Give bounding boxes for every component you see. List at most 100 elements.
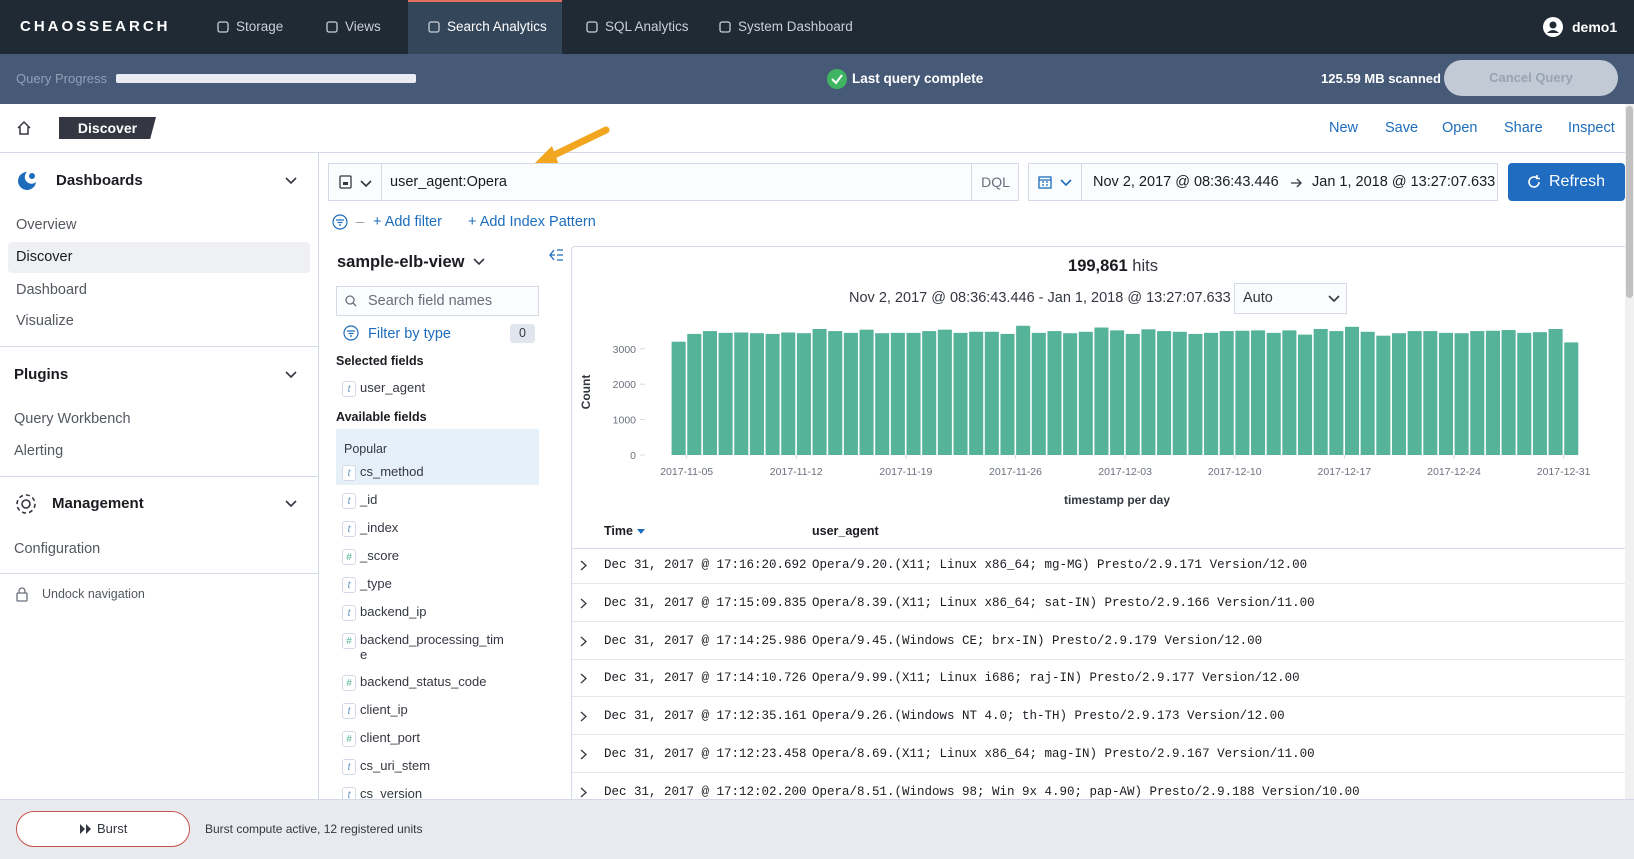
burst-label: Burst — [97, 819, 127, 839]
nav-item[interactable]: System Dashboard — [738, 17, 853, 37]
saved-query-button[interactable] — [328, 163, 382, 201]
field-name[interactable]: cs_method — [360, 464, 510, 479]
language-toggle[interactable]: DQL — [971, 163, 1019, 201]
query-input[interactable]: user_agent:Opera — [390, 172, 507, 192]
bar — [1564, 342, 1578, 455]
nav-icon — [586, 21, 598, 33]
doc-cell[interactable]: Opera/9.26.(Windows NT 4.0; th-TH) Prest… — [812, 706, 1285, 726]
nav-link[interactable]: Dashboard — [16, 280, 87, 300]
nav-item[interactable]: Views — [345, 17, 381, 37]
field-name[interactable]: backend_status_code — [360, 674, 510, 689]
row-border — [572, 696, 1625, 697]
icon-part — [22, 500, 30, 508]
icon-part — [336, 220, 344, 225]
header-action[interactable]: Open — [1442, 118, 1477, 138]
add-index[interactable]: + Add Index Pattern — [468, 212, 596, 232]
bar — [797, 333, 811, 455]
nav-item[interactable]: SQL Analytics — [605, 17, 689, 37]
nav-link[interactable]: Overview — [16, 215, 76, 235]
undock[interactable]: Undock navigation — [42, 584, 145, 604]
scrollbar-thumb[interactable] — [1626, 106, 1633, 298]
icon-part — [720, 22, 730, 32]
nav-link[interactable]: Alerting — [14, 441, 63, 461]
field-name[interactable]: user_agent — [360, 380, 510, 395]
bar — [1047, 331, 1061, 455]
histogram: 01000200030002017-11-052017-11-122017-11… — [572, 248, 1622, 518]
section-title[interactable]: Management — [52, 494, 144, 514]
section-chevron — [285, 177, 297, 185]
index-name[interactable]: sample-elb-view — [337, 252, 464, 272]
field-name[interactable]: _id — [360, 492, 510, 507]
bar — [1376, 336, 1390, 455]
doc-cell[interactable]: Opera/8.69.(X11; Linux x86_64; mag-IN) P… — [812, 744, 1315, 764]
field-name[interactable]: _score — [360, 548, 510, 563]
nav-link[interactable]: Configuration — [14, 539, 100, 559]
icon-part — [581, 788, 586, 797]
expand-chevron — [580, 711, 587, 722]
header-action[interactable]: Share — [1504, 118, 1543, 138]
time-cell[interactable]: Dec 31, 2017 @ 17:15:09.835 — [604, 593, 807, 613]
bar — [1173, 332, 1187, 455]
column-header[interactable]: user_agent — [812, 521, 879, 541]
nav-link[interactable]: Discover — [16, 247, 72, 267]
nav-link[interactable]: Visualize — [16, 311, 74, 331]
field-name[interactable]: backend_ip — [360, 604, 510, 619]
bar — [1502, 330, 1516, 455]
time-cell[interactable]: Dec 31, 2017 @ 17:12:23.458 — [604, 744, 807, 764]
column-header[interactable]: Time — [604, 521, 633, 541]
field-name[interactable]: cs_uri_stem — [360, 758, 510, 773]
bar — [985, 332, 999, 455]
field-name[interactable]: _type — [360, 576, 510, 591]
section-separator — [0, 573, 318, 574]
icon-part — [1061, 180, 1071, 185]
field-name[interactable]: backend_processing_time — [360, 632, 510, 662]
field-name[interactable]: client_port — [360, 730, 510, 745]
y-axis-label: Count — [579, 375, 593, 410]
section-title[interactable]: Dashboards — [56, 171, 143, 191]
x-tick-label: 2017-12-10 — [1208, 466, 1262, 478]
doc-cell[interactable]: Opera/9.45.(Windows CE; brx-IN) Presto/2… — [812, 631, 1262, 651]
field-name[interactable]: _index — [360, 520, 510, 535]
bar — [1063, 333, 1077, 455]
header-border — [572, 548, 1625, 549]
doc-cell[interactable]: Opera/9.99.(X11; Linux i686; raj-IN) Pre… — [812, 668, 1300, 688]
doc-cell[interactable]: Opera/9.20.(X11; Linux x86_64; mg-MG) Pr… — [812, 555, 1307, 575]
cancel-button[interactable]: Cancel Query — [1444, 60, 1618, 96]
expand-chevron — [580, 749, 587, 760]
nav-link[interactable]: Query Workbench — [14, 409, 131, 429]
y-tick-label: 0 — [630, 450, 636, 462]
nav-item[interactable]: Storage — [236, 17, 283, 37]
user-name[interactable]: demo1 — [1572, 17, 1617, 37]
popular-title: Popular — [344, 439, 387, 459]
bar — [1423, 331, 1437, 455]
date-from[interactable]: Nov 2, 2017 @ 08:36:43.446 — [1093, 172, 1279, 192]
time-cell[interactable]: Dec 31, 2017 @ 17:12:35.161 — [604, 706, 807, 726]
refresh-label[interactable]: Refresh — [1549, 172, 1605, 192]
add-filter[interactable]: + Add filter — [373, 212, 442, 232]
section-title[interactable]: Plugins — [14, 365, 68, 385]
bar — [1000, 334, 1014, 455]
nav-item[interactable]: Search Analytics — [447, 17, 547, 37]
filter-by-type[interactable]: Filter by type — [368, 324, 451, 344]
header-action[interactable]: New — [1329, 118, 1358, 138]
header-action[interactable]: Inspect — [1568, 118, 1615, 138]
breadcrumb[interactable]: Discover — [59, 117, 156, 139]
date-to[interactable]: Jan 1, 2018 @ 13:27:07.633 — [1312, 172, 1495, 192]
icon-part — [218, 22, 228, 32]
field-type-badge: t — [342, 703, 356, 719]
header-action[interactable]: Save — [1385, 118, 1418, 138]
icon-part — [353, 303, 356, 306]
bar — [1251, 330, 1265, 455]
field-type-badge: t — [342, 577, 356, 593]
time-cell[interactable]: Dec 31, 2017 @ 17:16:20.692 — [604, 555, 807, 575]
icon-part — [1039, 177, 1051, 188]
icon-part — [1039, 180, 1051, 185]
time-cell[interactable]: Dec 31, 2017 @ 17:14:25.986 — [604, 631, 807, 651]
time-cell[interactable]: Dec 31, 2017 @ 17:14:10.726 — [604, 668, 807, 688]
field-type-badge: t — [342, 605, 356, 621]
x-axis-label: timestamp per day — [1064, 493, 1170, 507]
field-name[interactable]: client_ip — [360, 702, 510, 717]
doc-cell[interactable]: Opera/8.39.(X11; Linux x86_64; sat-IN) P… — [812, 593, 1315, 613]
bar — [766, 334, 780, 455]
